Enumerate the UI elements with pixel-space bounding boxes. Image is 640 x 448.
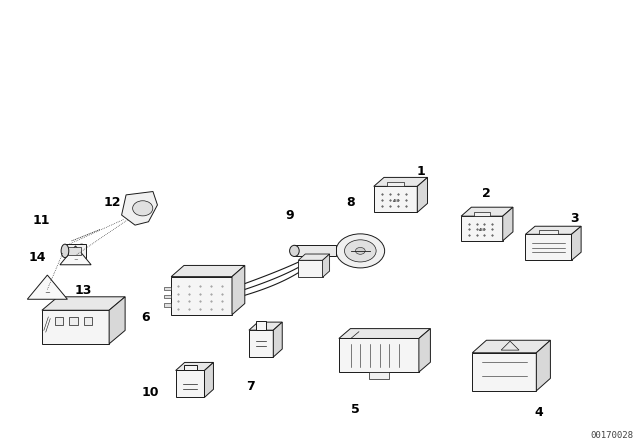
Polygon shape xyxy=(461,207,513,216)
Bar xyxy=(164,295,172,298)
Polygon shape xyxy=(60,246,91,265)
Text: 00170028: 00170028 xyxy=(591,431,634,440)
Text: ~: ~ xyxy=(44,290,51,296)
Polygon shape xyxy=(298,254,330,260)
Bar xyxy=(374,186,417,212)
Text: 4: 4 xyxy=(534,405,543,419)
Bar xyxy=(339,339,419,372)
Bar xyxy=(54,317,63,325)
Bar xyxy=(298,260,323,277)
Bar xyxy=(65,244,86,258)
Polygon shape xyxy=(536,340,550,391)
Bar xyxy=(184,365,196,370)
Text: 8: 8 xyxy=(346,196,355,209)
Polygon shape xyxy=(175,362,213,370)
Polygon shape xyxy=(417,177,428,212)
Bar xyxy=(175,370,204,397)
Polygon shape xyxy=(232,265,245,314)
Bar xyxy=(525,234,572,260)
Ellipse shape xyxy=(77,244,86,258)
Bar xyxy=(42,310,109,344)
Polygon shape xyxy=(472,340,550,353)
Bar xyxy=(294,246,336,256)
Polygon shape xyxy=(172,265,245,276)
Text: 2: 2 xyxy=(482,187,491,200)
Polygon shape xyxy=(42,297,125,310)
Text: 1: 1 xyxy=(417,164,426,178)
Circle shape xyxy=(336,234,385,268)
Polygon shape xyxy=(525,226,581,234)
Bar xyxy=(474,212,490,216)
Polygon shape xyxy=(323,254,330,277)
Text: 10: 10 xyxy=(141,385,159,399)
Text: 7: 7 xyxy=(246,379,255,393)
Bar xyxy=(164,287,172,290)
Polygon shape xyxy=(572,226,581,260)
Text: 3: 3 xyxy=(570,211,579,225)
Polygon shape xyxy=(419,329,430,372)
Text: 14: 14 xyxy=(28,251,46,264)
Bar xyxy=(249,330,273,357)
Bar xyxy=(84,317,92,325)
Text: 9: 9 xyxy=(285,208,294,222)
Polygon shape xyxy=(503,207,513,241)
Polygon shape xyxy=(249,322,282,330)
Text: 5: 5 xyxy=(351,403,360,417)
Bar xyxy=(540,230,557,234)
Bar xyxy=(472,353,536,391)
Bar xyxy=(70,317,77,325)
Bar xyxy=(172,276,232,314)
Text: ~: ~ xyxy=(73,257,78,262)
Text: ASC: ASC xyxy=(478,228,486,232)
Bar xyxy=(68,247,81,255)
Text: 6: 6 xyxy=(141,310,150,324)
Polygon shape xyxy=(374,177,428,186)
Bar xyxy=(369,372,389,379)
Text: 11: 11 xyxy=(33,214,51,227)
Ellipse shape xyxy=(132,201,153,216)
Bar xyxy=(387,182,404,186)
Polygon shape xyxy=(122,192,157,225)
Circle shape xyxy=(344,240,376,262)
Ellipse shape xyxy=(289,246,299,256)
Polygon shape xyxy=(273,322,282,357)
Bar xyxy=(461,216,503,241)
Text: 13: 13 xyxy=(74,284,92,297)
Polygon shape xyxy=(109,297,125,344)
Text: 12: 12 xyxy=(103,196,121,209)
Text: ASC: ASC xyxy=(392,198,399,202)
Circle shape xyxy=(355,247,365,254)
Ellipse shape xyxy=(61,244,69,258)
Bar xyxy=(164,303,172,306)
Bar xyxy=(256,321,266,330)
Polygon shape xyxy=(339,329,430,339)
Polygon shape xyxy=(204,362,213,397)
Polygon shape xyxy=(28,275,67,299)
